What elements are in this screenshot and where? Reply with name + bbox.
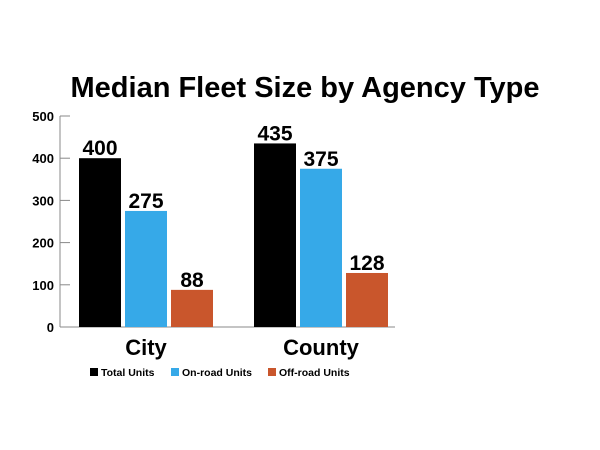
- bar: [171, 289, 213, 327]
- legend-label: Total Units: [101, 367, 155, 379]
- legend-swatch: [268, 368, 276, 376]
- category-labels: City County: [125, 335, 359, 360]
- y-tick-label: 0: [47, 320, 54, 335]
- y-tick-label: 200: [32, 236, 54, 251]
- legend-swatch: [171, 368, 179, 376]
- legend: Total Units On-road Units Off-road Units: [90, 367, 350, 379]
- bar: [79, 158, 121, 327]
- data-label: 128: [349, 252, 384, 275]
- y-axis: 0 100 200 300 400 500: [32, 109, 395, 335]
- legend-label: On-road Units: [182, 367, 252, 379]
- bar: [125, 210, 167, 327]
- legend-swatch: [90, 368, 98, 376]
- x-tick-label: County: [283, 335, 360, 360]
- y-tick-label: 400: [32, 151, 54, 166]
- bar: [254, 143, 296, 327]
- y-tick-label: 500: [32, 109, 54, 124]
- data-label: 435: [257, 122, 292, 145]
- data-label: 375: [303, 148, 338, 171]
- chart-title: Median Fleet Size by Agency Type: [71, 72, 540, 104]
- data-label: 88: [180, 269, 204, 292]
- legend-label: Off-road Units: [279, 367, 350, 379]
- y-tick-label: 300: [32, 193, 54, 208]
- bar: [300, 168, 342, 327]
- bar: [346, 272, 388, 327]
- bars: 400 275 88 435 375 128: [79, 122, 388, 327]
- x-tick-label: City: [125, 335, 167, 360]
- data-label: 275: [128, 190, 163, 213]
- y-tick-label: 100: [32, 278, 54, 293]
- data-label: 400: [82, 137, 117, 160]
